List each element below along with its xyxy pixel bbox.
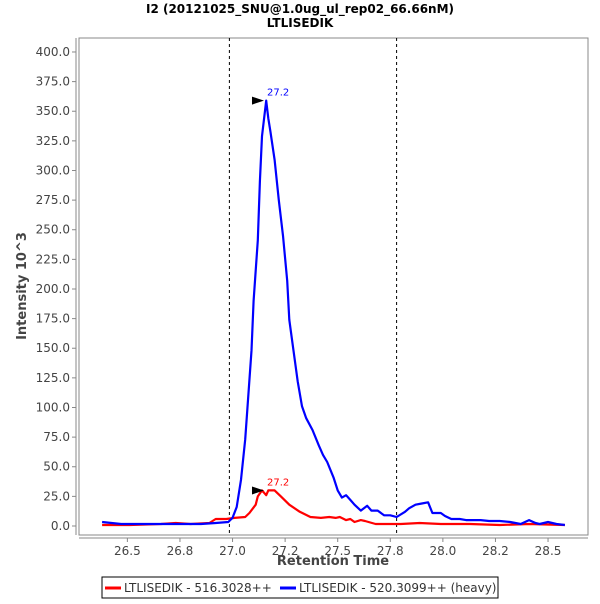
series-line-heavy xyxy=(101,99,566,527)
y-tick-label: 375.0 xyxy=(36,75,70,89)
y-tick-label: 0.0 xyxy=(51,519,70,533)
y-tick-label: 350.0 xyxy=(36,104,70,118)
x-tick-label: 26.8 xyxy=(167,544,194,558)
x-tick-label: 27.0 xyxy=(219,544,246,558)
peak-label: 27.2 xyxy=(267,477,289,488)
x-tick-label: 26.5 xyxy=(114,544,141,558)
y-tick-label: 300.0 xyxy=(36,163,70,177)
y-tick-label: 225.0 xyxy=(36,252,70,266)
x-tick-label: 27.8 xyxy=(377,544,404,558)
x-tick-label: 28.5 xyxy=(535,544,562,558)
plot-area xyxy=(78,37,589,536)
x-tick-label: 27.2 xyxy=(272,544,299,558)
y-tick-label: 50.0 xyxy=(43,460,70,474)
legend-label-light: LTLISEDIK - 516.3028++ xyxy=(124,581,272,595)
x-tick-label: 27.5 xyxy=(324,544,351,558)
peak-marker-icon xyxy=(251,96,264,105)
y-tick-label: 200.0 xyxy=(36,282,70,296)
legend-label-heavy: LTLISEDIK - 520.3099++ (heavy) xyxy=(299,581,496,595)
y-tick-label: 325.0 xyxy=(36,134,70,148)
y-tick-label: 275.0 xyxy=(36,193,70,207)
y-tick-label: 250.0 xyxy=(36,223,70,237)
chart-subtitle: LTLISEDIK xyxy=(267,16,334,30)
chart-title: I2 (20121025_SNU@1.0ug_ul_rep02_66.66nM) xyxy=(146,2,454,17)
x-axis-label: Retention Time xyxy=(277,554,389,569)
y-tick-label: 25.0 xyxy=(43,489,70,503)
y-tick-label: 75.0 xyxy=(43,430,70,444)
y-axis-label: Intensity 10^3 xyxy=(15,232,30,340)
y-tick-label: 150.0 xyxy=(36,341,70,355)
legend: LTLISEDIK - 516.3028++ LTLISEDIK - 520.3… xyxy=(101,576,499,599)
y-tick-label: 100.0 xyxy=(36,400,70,414)
x-tick-label: 28.2 xyxy=(482,544,509,558)
y-tick-label: 175.0 xyxy=(36,312,70,326)
y-tick-label: 125.0 xyxy=(36,371,70,385)
peak-label: 27.2 xyxy=(267,88,289,99)
peak-marker-icon xyxy=(251,486,264,495)
y-tick-label: 400.0 xyxy=(36,45,70,59)
series-line-light xyxy=(102,489,565,527)
x-tick-label: 28.0 xyxy=(430,544,457,558)
